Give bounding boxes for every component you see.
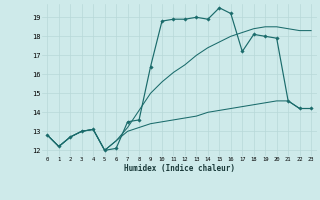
- X-axis label: Humidex (Indice chaleur): Humidex (Indice chaleur): [124, 164, 235, 173]
